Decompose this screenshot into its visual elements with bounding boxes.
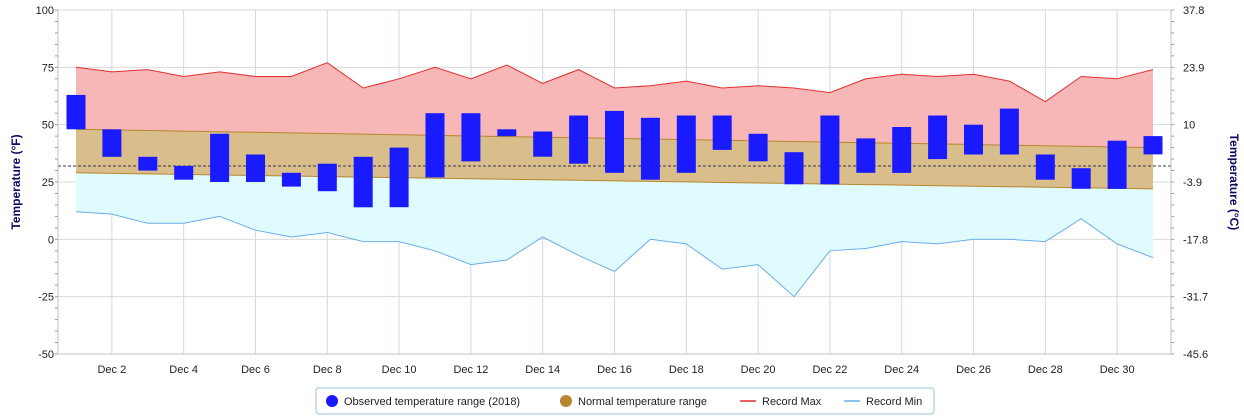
observed-range-bar <box>569 115 589 164</box>
observed-range-bar <box>640 117 660 180</box>
x-tick-label: Dec 24 <box>884 364 919 376</box>
record-max-line <box>75 62 1154 103</box>
observed-range-bar <box>246 154 265 182</box>
observed-range-bar <box>389 147 409 208</box>
right-tick-label: -31.7 <box>1183 292 1208 304</box>
x-tick-label: Dec 6 <box>241 364 270 376</box>
observed-range-bar <box>928 115 948 160</box>
legend-label: Record Max <box>762 396 822 408</box>
observed-range-bar <box>461 113 481 162</box>
left-tick-label: -25 <box>38 292 54 304</box>
legend-label: Normal temperature range <box>578 396 707 408</box>
legend-box <box>315 387 935 415</box>
legend-label: Record Min <box>866 396 922 408</box>
right-axis-title: Temperature (°C) <box>1227 134 1241 231</box>
observed-range-bar <box>1143 136 1163 155</box>
right-tick-label: 23.9 <box>1183 62 1204 74</box>
left-tick-label: 75 <box>42 62 54 74</box>
observed-range-bar <box>281 172 301 187</box>
observed-range-bar <box>748 133 768 162</box>
observed-range-bar <box>712 115 732 150</box>
observed-bars <box>66 94 1163 208</box>
observed-range-bar <box>964 124 983 155</box>
x-tick-label: Dec 2 <box>97 364 126 376</box>
observed-range-bar <box>353 156 373 208</box>
observed-range-bar <box>999 108 1019 155</box>
right-tick-label: -45.6 <box>1183 349 1208 361</box>
observed-range-bar <box>676 115 696 173</box>
x-tick-label: Dec 14 <box>525 364 560 376</box>
legend: Observed temperature range (2018) Normal … <box>315 387 935 415</box>
record-lines <box>75 62 1154 298</box>
observed-range-bar <box>892 127 912 173</box>
observed-range-bar <box>605 110 624 173</box>
record-max-area <box>76 62 1153 148</box>
x-tick-label: Dec 26 <box>956 364 991 376</box>
left-tick-label: 50 <box>42 120 54 132</box>
x-tick-label: Dec 4 <box>169 364 198 376</box>
x-tick-label: Dec 10 <box>382 364 417 376</box>
x-tick-label: Dec 16 <box>597 364 632 376</box>
legend-marker <box>560 395 572 407</box>
record-min-area <box>76 172 1153 297</box>
x-tick-label: Dec 30 <box>1100 364 1135 376</box>
observed-range-bar <box>66 94 86 130</box>
observed-range-bar <box>1071 168 1091 189</box>
left-axis-title: Temperature (°F) <box>9 134 23 229</box>
right-tick-label: -3.9 <box>1183 177 1202 189</box>
left-tick-label: 25 <box>42 177 54 189</box>
axes: -50 -45.6 -25 -31.7 0 -17.8 25 -3.9 50 10 75 23.9 10… <box>9 5 1241 376</box>
x-tick-label: Dec 20 <box>741 364 776 376</box>
observed-range-bar <box>497 129 517 137</box>
x-tick-label: Dec 22 <box>812 364 847 376</box>
record-areas <box>76 62 1153 297</box>
right-tick-label: -17.8 <box>1183 234 1208 246</box>
x-tick-label: Dec 18 <box>669 364 704 376</box>
observed-range-bar <box>138 156 158 171</box>
observed-range-bar <box>210 133 230 182</box>
x-tick-label: Dec 8 <box>313 364 342 376</box>
observed-range-bar <box>425 113 445 178</box>
left-tick-label: 100 <box>36 5 54 17</box>
right-tick-label: 37.8 <box>1183 5 1204 17</box>
observed-range-bar <box>1035 154 1055 180</box>
record-min-line <box>75 211 1154 298</box>
observed-range-bar <box>102 129 122 157</box>
observed-range-bar <box>533 131 553 157</box>
legend-marker <box>326 395 338 407</box>
observed-range-bar <box>174 165 194 180</box>
x-tick-label: Dec 28 <box>1028 364 1063 376</box>
left-tick-label: 0 <box>48 234 54 246</box>
observed-range-bar <box>856 138 876 173</box>
x-tick-label: Dec 12 <box>453 364 488 376</box>
left-tick-label: -50 <box>38 349 54 361</box>
observed-range-bar <box>1107 140 1127 189</box>
right-tick-label: 10 <box>1183 120 1195 132</box>
legend-label: Observed temperature range (2018) <box>344 396 520 408</box>
observed-range-bar <box>784 152 804 185</box>
observed-range-bar <box>820 115 840 185</box>
observed-range-bar <box>317 163 337 192</box>
